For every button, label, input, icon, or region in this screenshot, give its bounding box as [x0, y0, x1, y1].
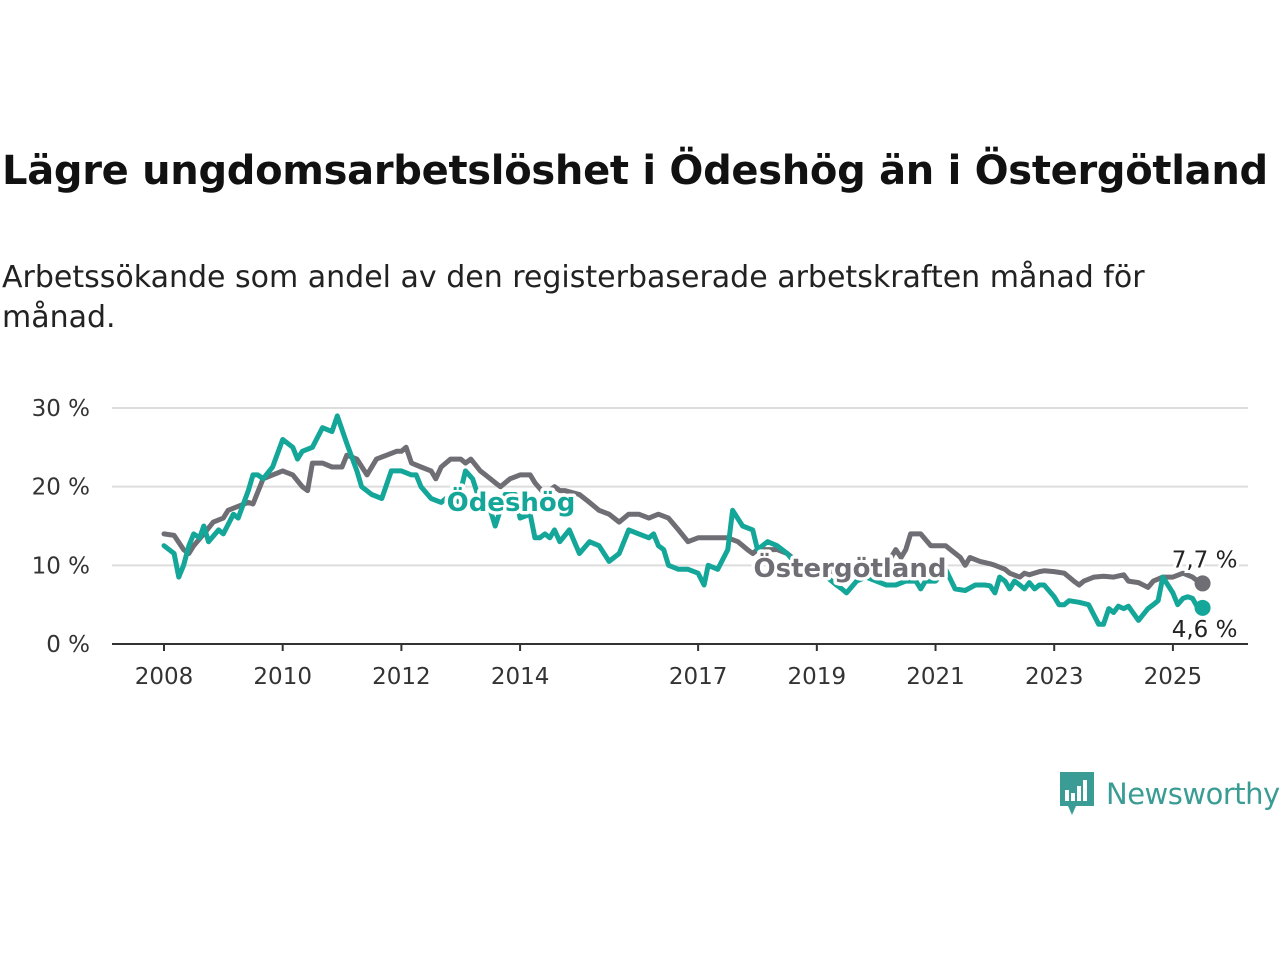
newsworthy-logo-icon: [1060, 772, 1094, 815]
y-tick-label: 30 %: [32, 396, 90, 422]
x-tick-label: 2019: [788, 664, 847, 690]
end-label-ostergotland: 7,7 %: [1172, 547, 1238, 573]
chart-title: Lägre ungdomsarbetslöshet i Ödeshög än i…: [2, 148, 1268, 194]
series-line-ostergotland: [161, 444, 1206, 590]
series-lines: [161, 413, 1211, 627]
series-label-ostergotland: Östergötland: [754, 551, 947, 584]
y-tick-label: 10 %: [32, 553, 90, 579]
axes: 0 % 10 % 20 % 30 % 2008 2010 2012 2014 2017 2019 2…: [32, 396, 1248, 690]
end-label-odeshog: 4,6 %: [1172, 617, 1238, 643]
y-tick-label: 0 %: [46, 632, 90, 658]
series-line-odeshog: [161, 413, 1206, 627]
x-tick-label: 2025: [1144, 664, 1203, 690]
grid-lines: [112, 407, 1248, 567]
x-tick-label: 2014: [491, 664, 550, 690]
end-point-odeshog: [1194, 599, 1211, 616]
x-tick-label: 2012: [372, 664, 431, 690]
line-chart: 0 % 10 % 20 % 30 % 2008 2010 2012 2014 2017 2019 2…: [32, 396, 1248, 690]
newsworthy-logo: Newsworthy: [1060, 772, 1280, 816]
x-tick-label: 2023: [1025, 664, 1084, 690]
labels: Ödeshög Östergötland 7,7 % 4,6 %: [443, 482, 1240, 646]
chart-subtitle: Arbetssökande som andel av den registerb…: [2, 260, 1145, 335]
x-tick-label: 2017: [669, 664, 728, 690]
y-tick-label: 20 %: [32, 475, 90, 501]
brand-name: Newsworthy: [1106, 777, 1280, 811]
end-point-ostergotland: [1194, 575, 1211, 592]
x-tick-label: 2010: [253, 664, 312, 690]
x-tick-label: 2021: [906, 664, 965, 690]
series-label-odeshog: Ödeshög: [447, 485, 576, 518]
x-tick-label: 2008: [135, 664, 194, 690]
